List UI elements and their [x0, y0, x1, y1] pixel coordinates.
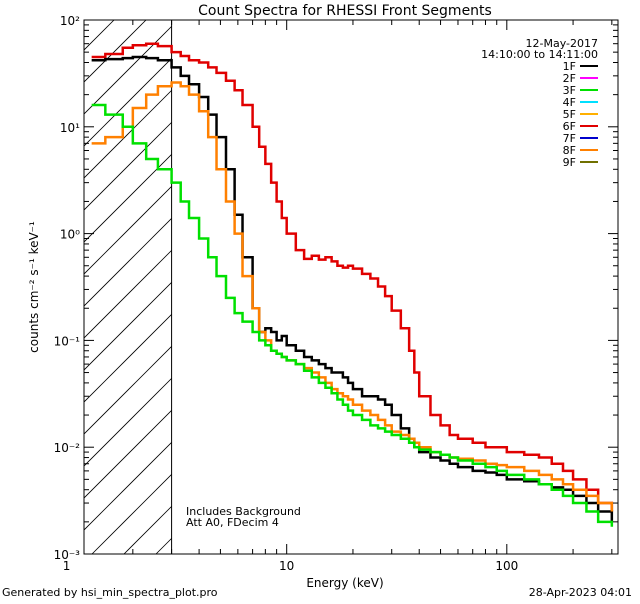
legend-label-9F: 9F — [563, 156, 576, 169]
legend-label-7F: 7F — [563, 132, 576, 145]
y-tick-label: 10¹ — [60, 121, 80, 135]
y-tick-label: 10² — [60, 14, 80, 28]
x-tick-label: 1 — [63, 559, 71, 573]
y-tick-label: 10⁻² — [54, 441, 81, 455]
series-line-1F — [91, 55, 614, 522]
plot-frame — [83, 19, 619, 555]
chart-title: Count Spectra for RHESSI Front Segments — [198, 3, 492, 19]
legend-label-3F: 3F — [563, 84, 576, 97]
series-line-6F — [91, 42, 614, 512]
hatched-region — [0, 0, 618, 554]
legend-label-2F: 2F — [563, 72, 576, 85]
legend-label-6F: 6F — [563, 120, 576, 133]
footer-timestamp: 28-Apr-2023 04:01 — [529, 586, 632, 599]
series-line-3F — [91, 103, 614, 527]
x-axis-label: Energy (keV) — [306, 576, 383, 590]
time-range-label: 14:10:00 to 14:11:00 — [481, 48, 598, 61]
y-tick-label: 10⁰ — [60, 228, 80, 242]
legend-label-1F: 1F — [563, 60, 576, 73]
y-tick-label: 10⁻³ — [54, 548, 81, 562]
date-label: 12-May-2017 — [526, 37, 598, 50]
axis-ticks — [84, 19, 618, 555]
hatch-line — [84, 20, 179, 115]
y-tick-label: 10⁻¹ — [54, 334, 81, 348]
x-tick-label: 100 — [495, 559, 518, 573]
legend-label-4F: 4F — [563, 96, 576, 109]
hatch-mask — [171, 20, 618, 554]
x-tick-label: 10 — [279, 559, 294, 573]
annotation-background: Includes Background — [186, 505, 301, 518]
footer-generated-by: Generated by hsi_min_spectra_plot.pro — [2, 586, 218, 599]
legend-label-8F: 8F — [563, 144, 576, 157]
y-axis-label: counts cm⁻² s⁻¹ keV⁻¹ — [27, 221, 41, 353]
hatch-line — [0, 0, 148, 554]
series-group — [91, 42, 614, 527]
hatch-line — [0, 0, 116, 554]
hatch-line — [0, 0, 84, 554]
annotation-attenuator: Att A0, FDecim 4 — [186, 516, 279, 529]
legend-label-5F: 5F — [563, 108, 576, 121]
